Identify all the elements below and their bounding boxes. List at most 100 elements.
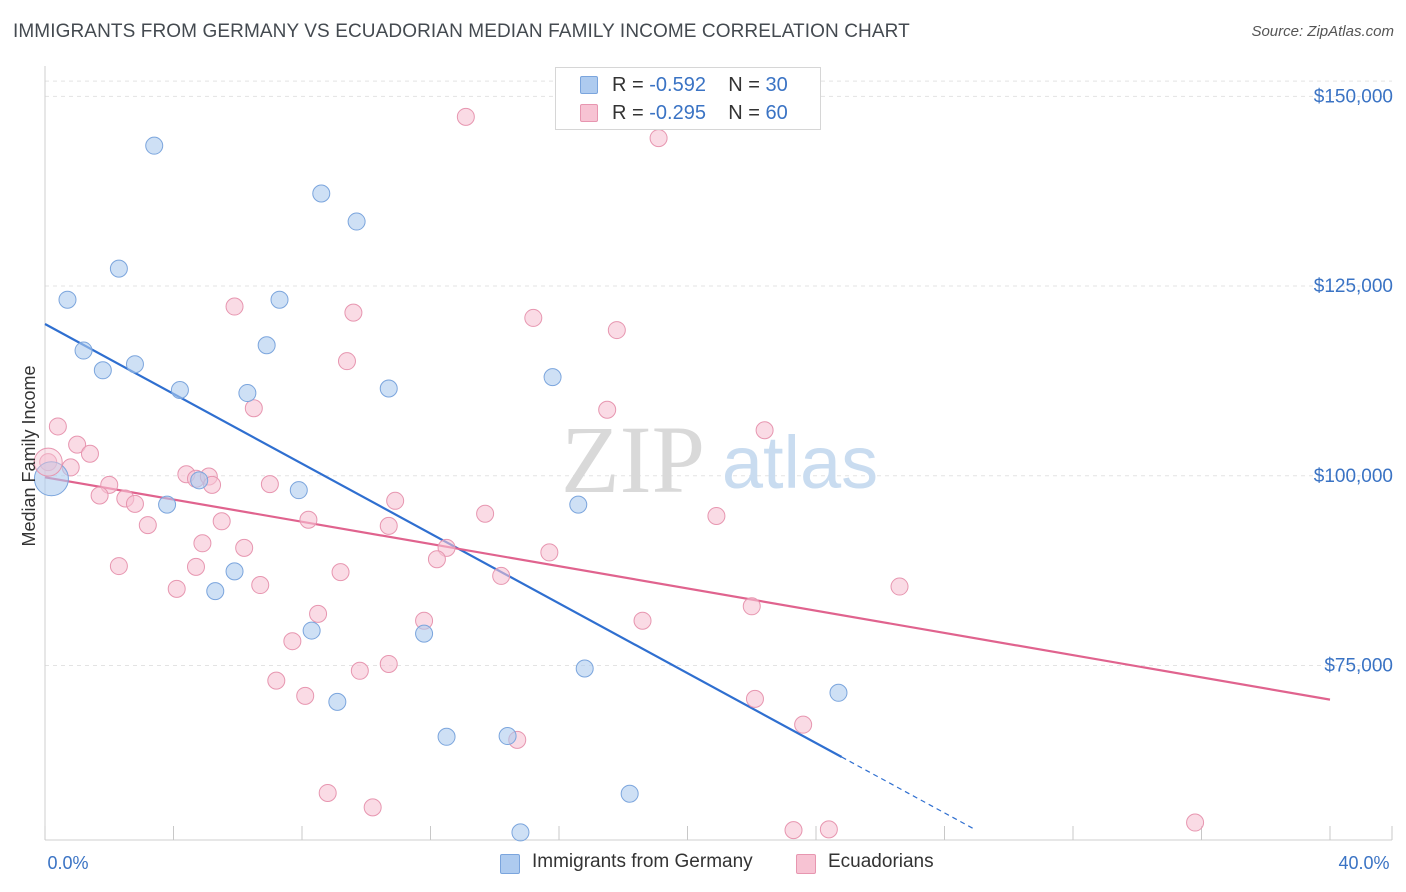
ecuadorians-point	[742, 597, 761, 616]
germany-point	[575, 659, 594, 678]
legend-label: Ecuadorians	[828, 851, 934, 872]
germany-point	[58, 290, 77, 309]
ecuadorians-point	[309, 604, 328, 623]
ecuadorians-point	[225, 297, 244, 316]
germany-point	[238, 384, 257, 403]
ecuadorians-point	[296, 686, 315, 705]
ecuadorians-point	[80, 444, 99, 463]
germany-point	[829, 683, 848, 702]
ecuadorians-point	[90, 486, 109, 505]
ecuadorians-point	[707, 506, 726, 525]
legend-r-value: -0.592	[649, 74, 706, 96]
ecuadorians-point	[607, 321, 626, 340]
ecuadorians-point	[138, 516, 157, 535]
ecuadorians-point	[337, 352, 356, 371]
ecuadorians-point	[244, 399, 263, 418]
ecuadorians-point	[633, 611, 652, 630]
germany-point	[190, 471, 209, 490]
germany-point	[74, 341, 93, 360]
x-tick-label-min: 0.0%	[47, 853, 88, 873]
germany-point	[511, 823, 530, 842]
germany-point	[170, 381, 189, 400]
correlation-legend: R = -0.592 N = 30 R = -0.295 N = 60	[555, 67, 821, 130]
ecuadorians-point	[260, 475, 279, 494]
germany-point	[498, 727, 517, 746]
ecuadorians-point	[344, 303, 363, 322]
ecuadorians-point	[125, 494, 144, 513]
ecuadorians-point	[267, 671, 286, 690]
ecuadorians-point	[68, 435, 87, 454]
germany-point	[158, 495, 177, 514]
ecuadorians-point	[524, 308, 543, 327]
ecuadorians-point	[386, 491, 405, 510]
germany-point	[225, 562, 244, 581]
germany-point	[328, 692, 347, 711]
ecuadorians-point	[819, 820, 838, 839]
ecuadorians-point	[379, 516, 398, 535]
ecuadorians-point	[755, 421, 774, 440]
watermark: ZIP atlas	[561, 406, 878, 513]
ecuadorians-point	[251, 576, 270, 595]
germany-point	[257, 336, 276, 355]
gridlines	[45, 80, 1392, 666]
legend-n-value: 30	[765, 74, 788, 96]
ecuadorians-point	[109, 557, 128, 576]
germany-point	[415, 624, 434, 643]
source-note: Source: ZipAtlas.com	[1251, 23, 1394, 40]
ecuadorians-point	[784, 821, 803, 840]
y-tick-label: $150,000	[1314, 86, 1393, 107]
ecuadorians-point	[492, 566, 511, 585]
ecuadorians-point	[476, 504, 495, 523]
legend-label: Immigrants from Germany	[532, 851, 753, 872]
legend-swatch-blue	[500, 854, 520, 874]
watermark-atlas: atlas	[722, 421, 878, 504]
germany-point	[302, 621, 321, 640]
axes	[44, 66, 1393, 841]
y-tick-label: $125,000	[1314, 276, 1393, 297]
ecuadorians-point	[427, 550, 446, 569]
germany-point	[206, 582, 225, 601]
germany-point	[569, 495, 588, 514]
legend-r-value: -0.295	[649, 102, 706, 124]
legend-n-label: N =	[728, 74, 766, 96]
germany-point	[289, 481, 308, 500]
ecuadorians-point	[235, 538, 254, 557]
ecuadorians-point	[167, 579, 186, 598]
legend-n-value: 60	[765, 102, 788, 124]
legend-n-label: N =	[728, 102, 766, 124]
ecuadorians-point	[283, 632, 302, 651]
y-tick-label: $75,000	[1324, 655, 1393, 676]
germany-trend-extension	[841, 756, 974, 830]
germany-point	[620, 784, 639, 803]
ecuadorians-point	[48, 417, 67, 436]
ecuadorians-point	[299, 510, 318, 529]
data-points	[33, 107, 1205, 842]
ecuadorians-point	[1186, 813, 1205, 832]
x-tick-label-max: 40.0%	[1338, 853, 1389, 873]
germany-point	[379, 379, 398, 398]
watermark-zip: ZIP	[561, 406, 705, 513]
legend-swatch-pink	[796, 854, 816, 874]
y-tick-label: $100,000	[1314, 466, 1393, 487]
ecuadorians-point	[350, 661, 369, 680]
germany-point	[347, 212, 366, 231]
germany-point	[93, 361, 112, 380]
germany-point	[270, 290, 289, 309]
ecuadorians-point	[794, 715, 813, 734]
legend-swatch-blue	[580, 76, 598, 94]
ecuadorians-point-large	[33, 447, 63, 477]
y-axis-title: Median Family Income	[19, 365, 39, 546]
legend-swatch-pink	[580, 104, 598, 122]
ecuadorians-point	[379, 654, 398, 673]
ecuadorians-point	[331, 563, 350, 582]
ecuadorians-point	[212, 512, 231, 531]
chart-title: IMMIGRANTS FROM GERMANY VS ECUADORIAN ME…	[13, 21, 910, 42]
ecuadorians-point	[890, 577, 909, 596]
germany-point	[543, 368, 562, 387]
legend-r-label: R =	[612, 102, 650, 124]
germany-point	[437, 727, 456, 746]
germany-point	[312, 184, 331, 203]
ecuadorians-point	[193, 534, 212, 553]
ecuadorians-point	[363, 798, 382, 817]
